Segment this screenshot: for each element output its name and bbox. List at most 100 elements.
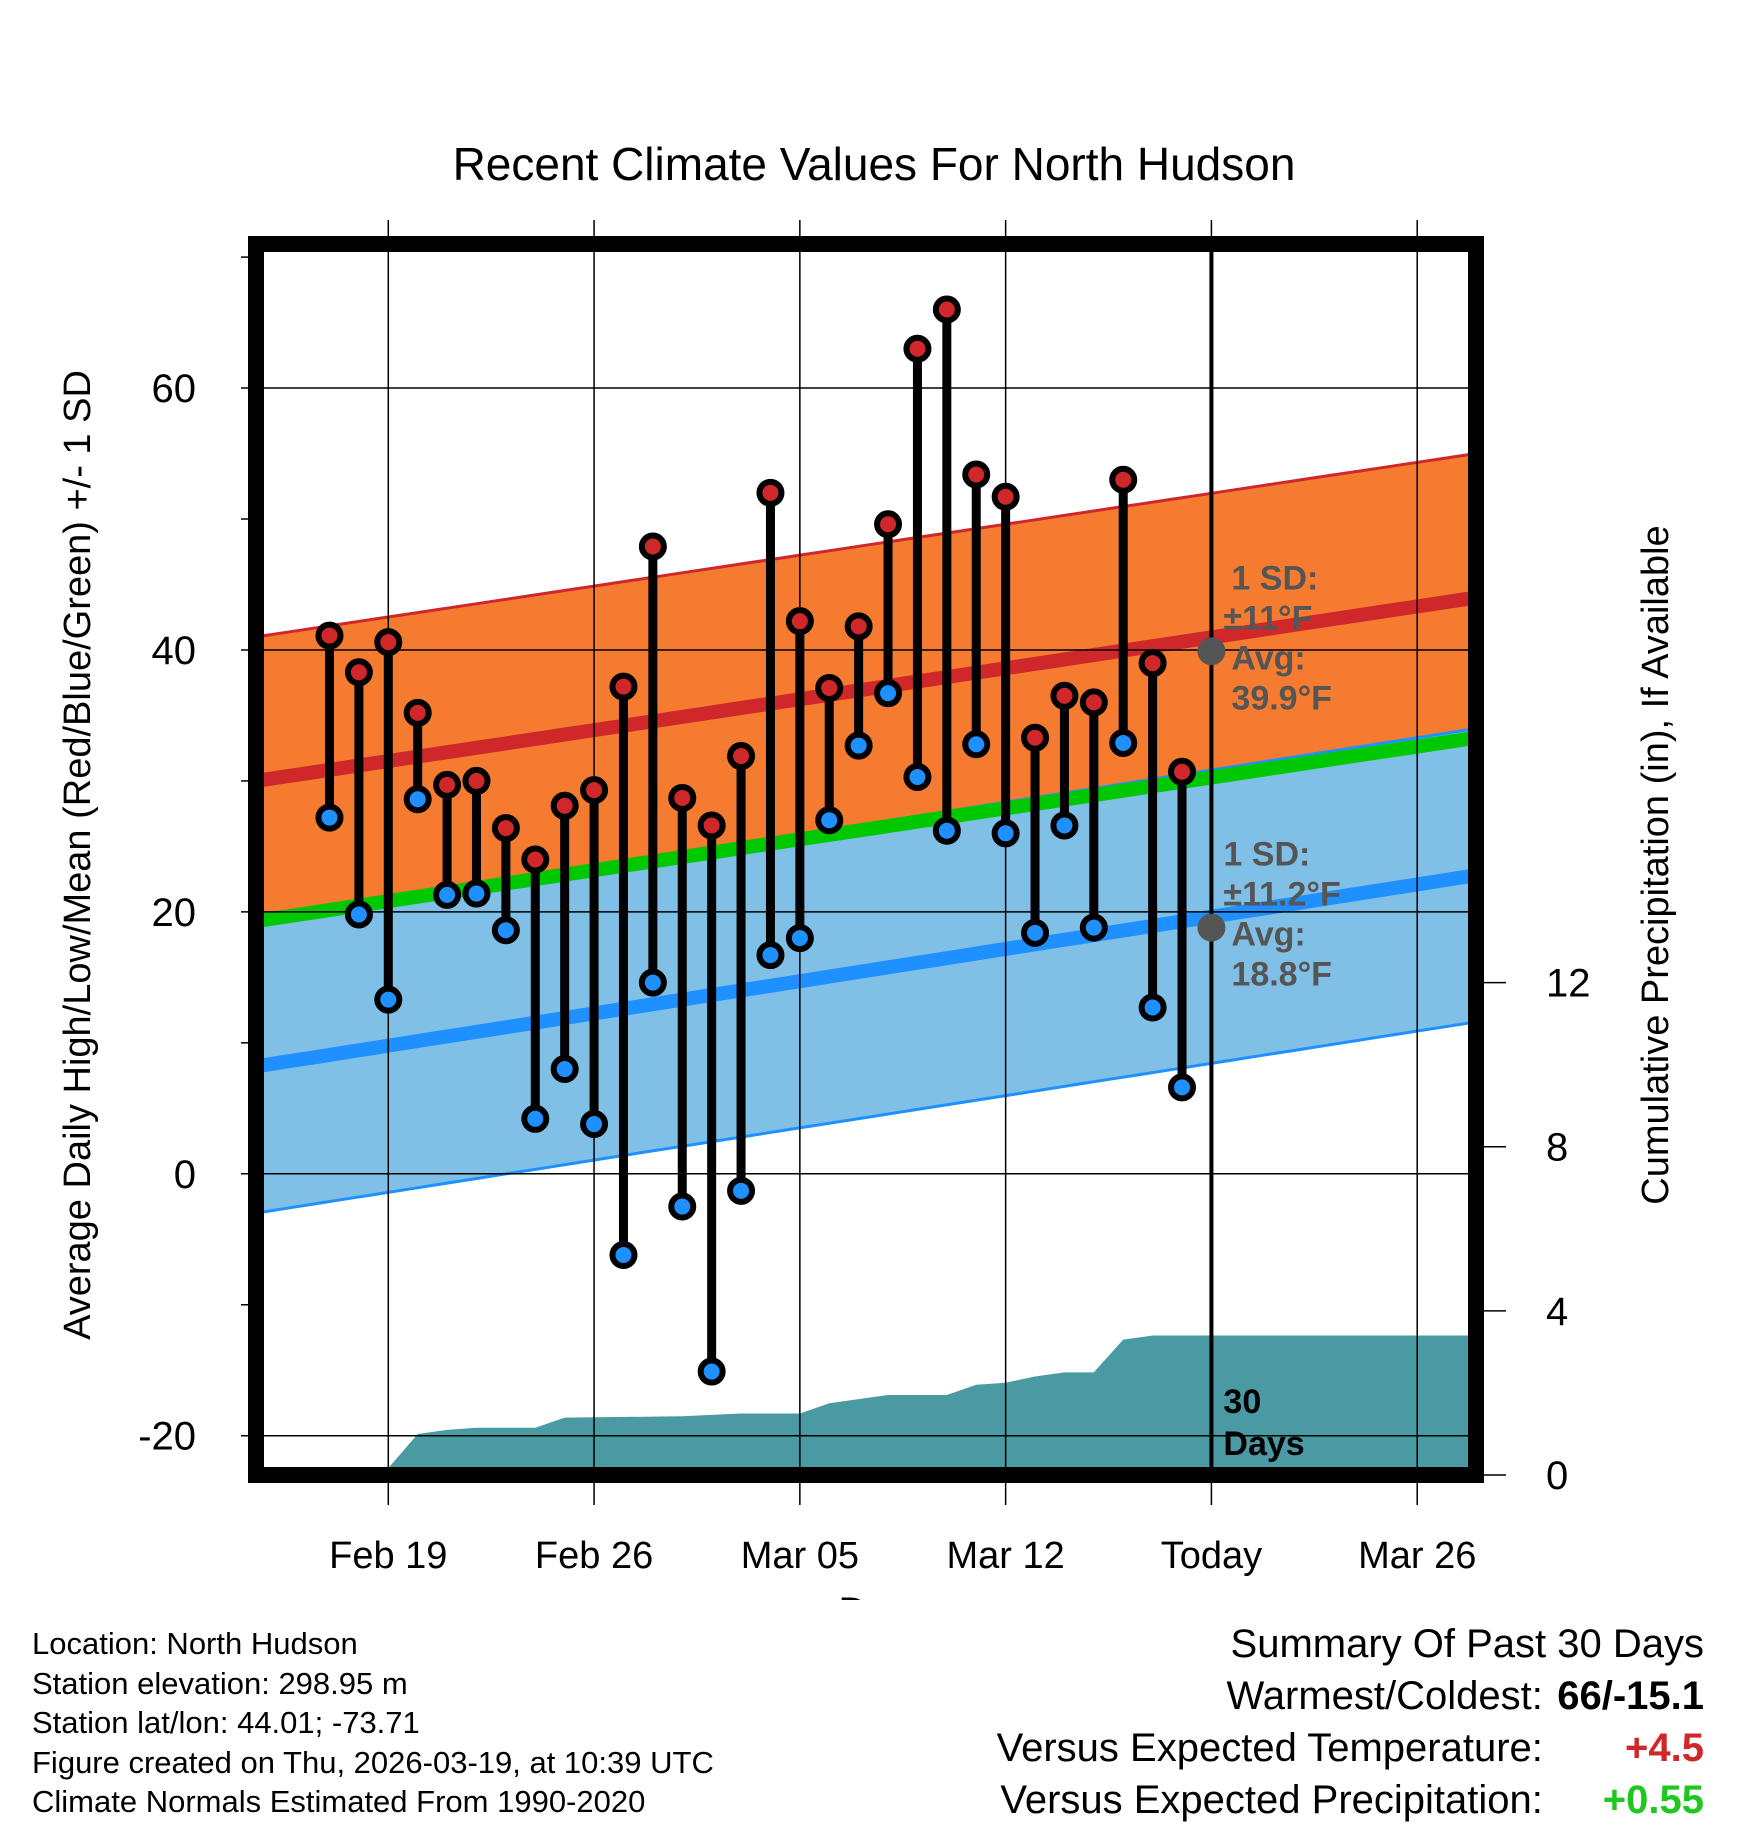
daily-high-point: [638, 532, 667, 561]
daily-high-point: [1050, 681, 1079, 710]
daily-low-point: [962, 730, 991, 759]
daily-low-point: [1079, 913, 1108, 942]
daily-high-point: [1138, 649, 1167, 678]
daily-low-point: [491, 916, 520, 945]
daily-high-point: [433, 770, 462, 799]
info-latlon: Station lat/lon: 44.01; -73.71: [32, 1705, 420, 1740]
daily-high-point: [874, 510, 903, 539]
daily-low-point: [403, 785, 432, 814]
daily-high-point: [315, 621, 344, 650]
summary-warm-cold: Warmest/Coldest: 66/-15.1: [997, 1670, 1705, 1722]
daily-high-point: [932, 295, 961, 324]
y2-axis-label: Cumulative Precipitation (in), If Availa…: [1635, 525, 1677, 1204]
y2-tick-label: 8: [1546, 1126, 1568, 1170]
y-tick-label: 60: [152, 367, 197, 411]
normal-low-line: [254, 868, 1478, 1074]
normal-high-line: [254, 590, 1478, 788]
daily-high-point: [491, 814, 520, 843]
info-elevation: Station elevation: 298.95 m: [32, 1665, 408, 1701]
y-tick-label: 0: [174, 1153, 196, 1197]
summary-panel: Summary Of Past 30 Days Warmest/Coldest:…: [997, 1618, 1704, 1826]
daily-high-point: [962, 460, 991, 489]
warm-cold-label: Warmest/Coldest:: [1226, 1674, 1543, 1718]
low-lower-edge: [255, 1020, 1477, 1215]
daily-low-point: [1109, 728, 1138, 757]
daily-high-point: [462, 766, 491, 795]
warm-cold-value: 66/-15.1: [1557, 1674, 1704, 1718]
summary-temp: Versus Expected Temperature: +4.5: [997, 1722, 1704, 1774]
window-label-days: Days: [1223, 1425, 1304, 1463]
daily-high-point: [727, 742, 756, 771]
daily-high-point: [785, 607, 814, 636]
low-avg-value: 18.8°F: [1231, 956, 1332, 994]
plot-frame: [248, 236, 1484, 1483]
high-sd-value: ±11°F: [1223, 599, 1312, 637]
high-upper-edge: [255, 452, 1477, 639]
daily-low-point: [1021, 918, 1050, 947]
x-tick-label: Feb 26: [535, 1535, 653, 1577]
chart-title: Recent Climate Values For North Hudson: [453, 138, 1296, 190]
daily-high-point: [1021, 723, 1050, 752]
precip-area: [382, 1335, 1476, 1475]
daily-high-point: [403, 698, 432, 727]
daily-high-point: [991, 482, 1020, 511]
daily-high-point: [668, 783, 697, 812]
daily-low-point: [521, 1104, 550, 1133]
daily-high-point: [521, 845, 550, 874]
x-tick-label: Feb 19: [329, 1535, 447, 1577]
daily-low-point: [903, 762, 932, 791]
y2-tick-label: 0: [1546, 1454, 1568, 1498]
daily-low-point: [785, 924, 814, 953]
y2-tick-label: 4: [1546, 1290, 1568, 1334]
precip-label: Versus Expected Precipitation:: [1000, 1778, 1543, 1822]
daily-high-point: [844, 612, 873, 641]
daily-low-point: [609, 1240, 638, 1269]
temp-label: Versus Expected Temperature:: [996, 1726, 1543, 1770]
daily-low-point: [932, 816, 961, 845]
low-sd-label: 1 SD:: [1223, 836, 1310, 874]
daily-low-point: [844, 731, 873, 760]
info-created: Figure created on Thu, 2026-03-19, at 10…: [32, 1744, 714, 1780]
daily-high-point: [344, 658, 373, 687]
daily-high-point: [697, 811, 726, 840]
daily-high-point: [374, 628, 403, 657]
daily-high-point: [550, 791, 579, 820]
summary-precip: Versus Expected Precipitation: +0.55: [997, 1774, 1704, 1826]
daily-high-point: [815, 673, 844, 702]
low-sd-value: ±11.2°F: [1223, 876, 1340, 914]
x-tick-label: Mar 05: [741, 1535, 859, 1577]
high-avg-marker: [1197, 637, 1226, 666]
high-sd-label: 1 SD:: [1231, 559, 1318, 597]
daily-low-point: [991, 819, 1020, 848]
window-label-number: 30: [1223, 1383, 1261, 1421]
x-tick-label: Mar 12: [946, 1535, 1064, 1577]
daily-high-point: [756, 478, 785, 507]
daily-low-point: [433, 880, 462, 909]
temp-anomaly-value: +4.5: [1625, 1726, 1704, 1770]
daily-low-point: [727, 1176, 756, 1205]
x-tick-label: Mar 26: [1358, 1535, 1476, 1577]
daily-low-point: [462, 879, 491, 908]
daily-high-point: [903, 334, 932, 363]
daily-low-point: [374, 985, 403, 1014]
daily-low-point: [638, 968, 667, 997]
y-axis-label: Average Daily High/Low/Mean (Red/Blue/Gr…: [57, 370, 99, 1340]
y-tick-label: 20: [152, 891, 197, 935]
daily-low-point: [1168, 1073, 1197, 1102]
daily-low-point: [668, 1192, 697, 1221]
high-avg-label: Avg:: [1231, 639, 1305, 677]
y2-tick-label: 12: [1546, 962, 1591, 1006]
daily-low-point: [1138, 993, 1167, 1022]
daily-high-point: [1109, 465, 1138, 494]
low-avg-marker: [1197, 913, 1226, 942]
precip-anomaly-value: +0.55: [1602, 1778, 1704, 1822]
high-avg-value: 39.9°F: [1231, 679, 1332, 717]
daily-high-point: [580, 776, 609, 805]
daily-low-point: [874, 679, 903, 708]
daily-low-point: [315, 803, 344, 832]
info-normals: Climate Normals Estimated From 1990-2020: [32, 1784, 646, 1819]
daily-low-point: [815, 806, 844, 835]
daily-low-point: [697, 1357, 726, 1386]
x-axis-label: Day: [838, 1590, 909, 1600]
